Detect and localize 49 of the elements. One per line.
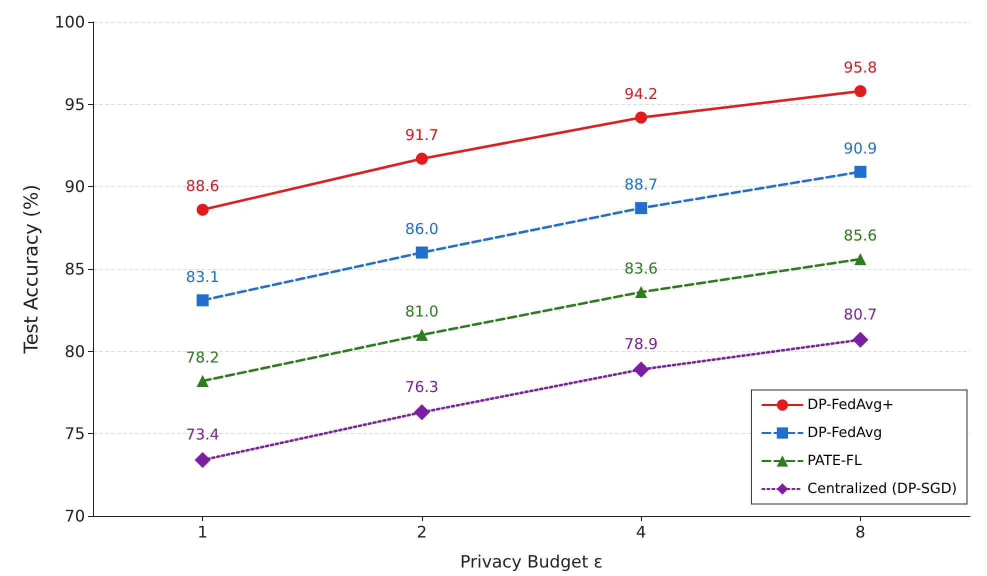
data-label: 85.6	[844, 226, 878, 245]
data-label: 86.0	[405, 220, 439, 238]
data-label: 90.9	[844, 139, 878, 158]
point	[196, 374, 209, 387]
data-label: 88.6	[186, 177, 220, 196]
data-label: 94.2	[624, 85, 658, 104]
x-tick-label: 2	[416, 522, 427, 542]
y-tick-label: 85	[64, 260, 85, 278]
legend-label: DP-FedAvg+	[807, 397, 894, 413]
data-label: 91.7	[405, 126, 439, 144]
point	[852, 332, 868, 348]
data-label: 78.2	[186, 348, 220, 366]
point	[196, 294, 209, 306]
point	[635, 202, 648, 214]
data-label: 83.1	[186, 268, 220, 286]
point	[854, 166, 866, 178]
point	[416, 328, 428, 341]
x-tick-label: 8	[855, 522, 866, 542]
y-tick-label: 80	[64, 342, 85, 361]
data-label: 80.7	[844, 305, 878, 324]
y-tick-label: 95	[64, 94, 85, 114]
y-tick-label: 70	[64, 506, 85, 526]
legend-label: DP-FedAvg	[807, 425, 882, 441]
point	[635, 112, 648, 124]
y-tick-label: 100	[54, 12, 85, 32]
data-label: 95.8	[844, 58, 878, 77]
x-axis-title: Privacy Budget ε	[460, 552, 603, 572]
point	[854, 253, 866, 266]
data-label: 88.7	[624, 176, 658, 194]
point	[196, 204, 209, 216]
data-label: 76.3	[405, 378, 439, 396]
y-tick-label: 75	[64, 424, 85, 444]
legend-label: Centralized (DP-SGD)	[807, 481, 958, 497]
data-label: 81.0	[405, 302, 439, 320]
point	[633, 361, 650, 378]
point	[854, 85, 866, 98]
data-label: 78.9	[624, 334, 658, 353]
y-axis-title: Test Accuracy (%)	[20, 184, 42, 355]
point	[416, 246, 428, 259]
legend-label: PATE-FL	[807, 453, 862, 469]
point	[194, 452, 211, 468]
data-label: 83.6	[624, 260, 658, 278]
point	[414, 404, 430, 420]
point	[635, 286, 648, 298]
data-label: 73.4	[186, 426, 220, 444]
x-tick-label: 4	[636, 522, 646, 542]
x-tick-label: 1	[198, 522, 208, 542]
y-tick-label: 90	[64, 177, 85, 196]
point	[416, 152, 428, 165]
